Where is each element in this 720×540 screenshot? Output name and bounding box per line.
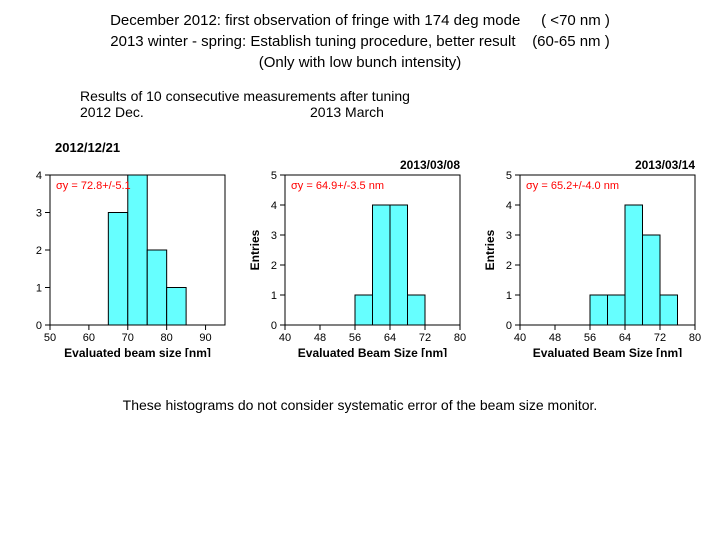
x-tick-label: 64 <box>384 332 396 344</box>
header-line1-left: December 2012: first observation of frin… <box>110 12 520 29</box>
y-tick-label: 0 <box>271 320 277 332</box>
histogram-bar <box>355 295 373 325</box>
header-line2-left: 2013 winter - spring: Establish tuning p… <box>110 33 515 50</box>
x-tick-label: 40 <box>279 332 291 344</box>
subheader-title: Results of 10 consecutive measurements a… <box>80 88 720 104</box>
x-tick-label: 56 <box>584 332 596 344</box>
histogram-bar <box>390 205 408 325</box>
chart-wrap: 2013/03/08 40 48 56 64 72 80 0 1 2 3 4 5 Evaluated Be… <box>245 157 475 357</box>
x-tick-label: 50 <box>44 332 56 344</box>
y-tick-label: 0 <box>506 320 512 332</box>
x-tick-label: 56 <box>349 332 361 344</box>
y-tick-label: 2 <box>271 260 277 272</box>
y-tick-label: 1 <box>271 290 277 302</box>
y-tick-label: 0 <box>36 320 42 332</box>
sigma-label: σy = 64.9+/-3.5 nm <box>291 180 384 192</box>
y-tick-label: 5 <box>271 170 277 182</box>
chart-date: 2013/03/14 <box>635 158 695 172</box>
footer-note: These histograms do not consider systema… <box>0 357 720 413</box>
x-axis-label: Evaluated Beam Size [nm] <box>298 346 447 357</box>
header-line3: (Only with low bunch intensity) <box>20 52 700 73</box>
header-line2-right: (60-65 nm ) <box>532 33 610 50</box>
subheader-left: 2012 Dec. <box>80 104 310 120</box>
histogram-0: 50 60 70 80 90 0 1 2 3 4 Evaluated beam size [nm] σ… <box>10 157 240 357</box>
y-tick-label: 3 <box>36 208 42 220</box>
histogram-1: 2013/03/08 40 48 56 64 72 80 0 1 2 3 4 5 Evaluated Be… <box>245 157 475 357</box>
x-tick-label: 90 <box>199 332 211 344</box>
histogram-bar <box>625 205 643 325</box>
x-tick-label: 48 <box>314 332 326 344</box>
x-axis-label: Evaluated Beam Size [nm] <box>533 346 682 357</box>
y-tick-label: 2 <box>506 260 512 272</box>
histogram-bar <box>373 205 391 325</box>
histogram-bar <box>608 295 626 325</box>
histogram-bar <box>590 295 608 325</box>
x-tick-label: 60 <box>83 332 95 344</box>
x-tick-label: 80 <box>161 332 173 344</box>
chart-wrap: 2013/03/14 40 48 56 64 72 80 0 1 2 3 4 5 Evaluated Be… <box>480 157 710 357</box>
x-tick-label: 70 <box>122 332 134 344</box>
chart-wrap: 50 60 70 80 90 0 1 2 3 4 Evaluated beam size [nm] σ… <box>10 157 240 357</box>
histogram-bar <box>128 175 147 325</box>
y-axis-label: Entries <box>483 229 497 270</box>
x-tick-label: 80 <box>689 332 701 344</box>
x-axis-label: Evaluated beam size [nm] <box>64 346 211 357</box>
header-block: December 2012: first observation of frin… <box>0 0 720 78</box>
y-tick-label: 3 <box>506 230 512 242</box>
y-tick-label: 5 <box>506 170 512 182</box>
subheader-block: Results of 10 consecutive measurements a… <box>0 78 720 120</box>
header-line1-right: ( <70 nm ) <box>541 12 610 29</box>
y-tick-label: 3 <box>271 230 277 242</box>
histogram-bar <box>660 295 678 325</box>
subheader-right: 2013 March <box>310 104 384 120</box>
x-tick-label: 64 <box>619 332 631 344</box>
x-tick-label: 72 <box>419 332 431 344</box>
histogram-bar <box>147 250 166 325</box>
histogram-bar <box>643 235 661 325</box>
subheader-dates: 2012 Dec. 2013 March <box>80 104 720 120</box>
sigma-label: σy = 65.2+/-4.0 nm <box>526 180 619 192</box>
x-tick-label: 48 <box>549 332 561 344</box>
chart-date: 2013/03/08 <box>400 158 460 172</box>
header-line2: 2013 winter - spring: Establish tuning p… <box>20 31 700 52</box>
y-tick-label: 4 <box>36 170 42 182</box>
header-line1: December 2012: first observation of frin… <box>20 10 700 31</box>
x-tick-label: 72 <box>654 332 666 344</box>
y-tick-label: 4 <box>506 200 512 212</box>
histogram-2: 2013/03/14 40 48 56 64 72 80 0 1 2 3 4 5 Evaluated Be… <box>480 157 710 357</box>
x-tick-label: 40 <box>514 332 526 344</box>
y-tick-label: 2 <box>36 245 42 257</box>
y-tick-label: 1 <box>36 283 42 295</box>
charts-row: 506070809001234Evaluated beam size [nm]σ… <box>0 157 720 357</box>
sigma-label: σy = 72.8+/-5.1 <box>56 180 131 192</box>
histogram-bar <box>408 295 426 325</box>
y-tick-label: 1 <box>506 290 512 302</box>
histogram-bar <box>167 288 186 326</box>
first-chart-date: 2012/12/21 <box>0 120 720 157</box>
x-tick-label: 80 <box>454 332 466 344</box>
y-axis-label: Entries <box>248 229 262 270</box>
y-tick-label: 4 <box>271 200 277 212</box>
histogram-bar <box>108 213 127 326</box>
